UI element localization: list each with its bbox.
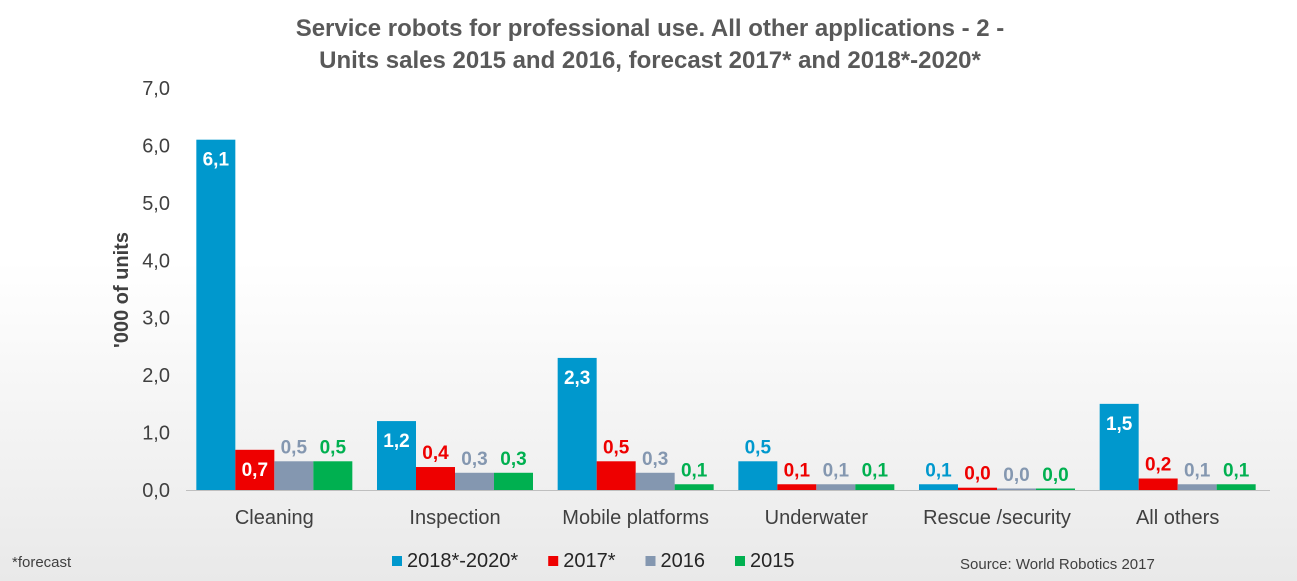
chart-title: Service robots for professional use. All… [296, 15, 1005, 42]
y-tick-label: 2,0 [142, 365, 170, 387]
data-label: 2,3 [564, 368, 590, 389]
bar [455, 472, 494, 490]
y-tick-label: 6,0 [142, 135, 170, 157]
data-label: 0,5 [281, 437, 308, 458]
category-label: Rescue /security [923, 507, 1071, 529]
bar [416, 467, 455, 490]
category-label: Mobile platforms [562, 507, 709, 529]
source-note: Source: World Robotics 2017 [960, 556, 1155, 573]
data-label: 0,5 [603, 437, 630, 458]
legend-label: 2015 [750, 550, 795, 572]
data-label: 1,5 [1106, 414, 1133, 435]
bar [738, 461, 778, 490]
chart-subtitle: Units sales 2015 and 2016, forecast 2017… [319, 47, 981, 74]
y-tick-label: 1,0 [142, 423, 170, 445]
bar [313, 461, 353, 490]
bar [596, 461, 636, 490]
bar [557, 357, 597, 490]
data-label: 0,1 [925, 460, 952, 481]
bar [1138, 478, 1178, 490]
data-label: 0,0 [1003, 465, 1029, 486]
data-label: 0,1 [823, 460, 850, 481]
legend-swatch [392, 556, 402, 566]
y-axis-label: '000 of units [111, 232, 133, 348]
bar [274, 461, 314, 490]
data-label: 0,1 [1223, 460, 1250, 481]
bar [674, 484, 714, 490]
legend-label: 2018*-2020* [407, 550, 518, 572]
legend-label: 2016 [661, 550, 706, 572]
y-tick-label: 3,0 [142, 308, 170, 330]
data-label: 0,3 [500, 449, 526, 470]
data-label: 0,3 [461, 449, 487, 470]
data-label: 0,4 [422, 443, 449, 464]
footnote: *forecast [12, 554, 72, 571]
bar [635, 472, 675, 490]
category-label: Inspection [409, 507, 500, 529]
bar [919, 484, 958, 490]
y-tick-label: 4,0 [142, 250, 170, 272]
data-label: 0,7 [242, 460, 268, 481]
bar [235, 449, 275, 490]
legend-swatch [548, 556, 559, 566]
data-label: 0,3 [642, 449, 668, 470]
category-label: All others [1136, 507, 1219, 529]
data-label: 0,1 [784, 460, 811, 481]
category-label: Underwater [765, 507, 869, 529]
bar [494, 472, 533, 490]
data-label: 0,0 [1042, 465, 1068, 486]
bar [377, 421, 416, 490]
y-tick-label: 7,0 [142, 78, 170, 100]
bar [1216, 484, 1256, 490]
category-label: Cleaning [235, 507, 314, 529]
data-label: 0,1 [681, 460, 708, 481]
bar [997, 488, 1036, 490]
bar [1177, 484, 1217, 490]
legend-swatch [735, 556, 745, 566]
bar [777, 484, 817, 490]
bar [1099, 403, 1139, 490]
bar [196, 139, 236, 490]
data-label: 0,5 [320, 437, 347, 458]
bar [855, 484, 895, 490]
bar [958, 487, 997, 490]
bar [816, 484, 856, 490]
data-label: 0,1 [1184, 460, 1211, 481]
data-label: 1,2 [383, 431, 409, 452]
data-label: 0,5 [745, 437, 772, 458]
bar [1036, 488, 1075, 490]
data-label: 6,1 [203, 150, 230, 171]
y-tick-label: 0,0 [142, 480, 170, 502]
legend-swatch [645, 556, 656, 566]
y-tick-label: 5,0 [142, 193, 170, 215]
data-label: 0,0 [964, 464, 990, 485]
data-label: 0,1 [862, 460, 889, 481]
data-label: 0,2 [1145, 455, 1171, 476]
legend-label: 2017* [563, 550, 615, 572]
